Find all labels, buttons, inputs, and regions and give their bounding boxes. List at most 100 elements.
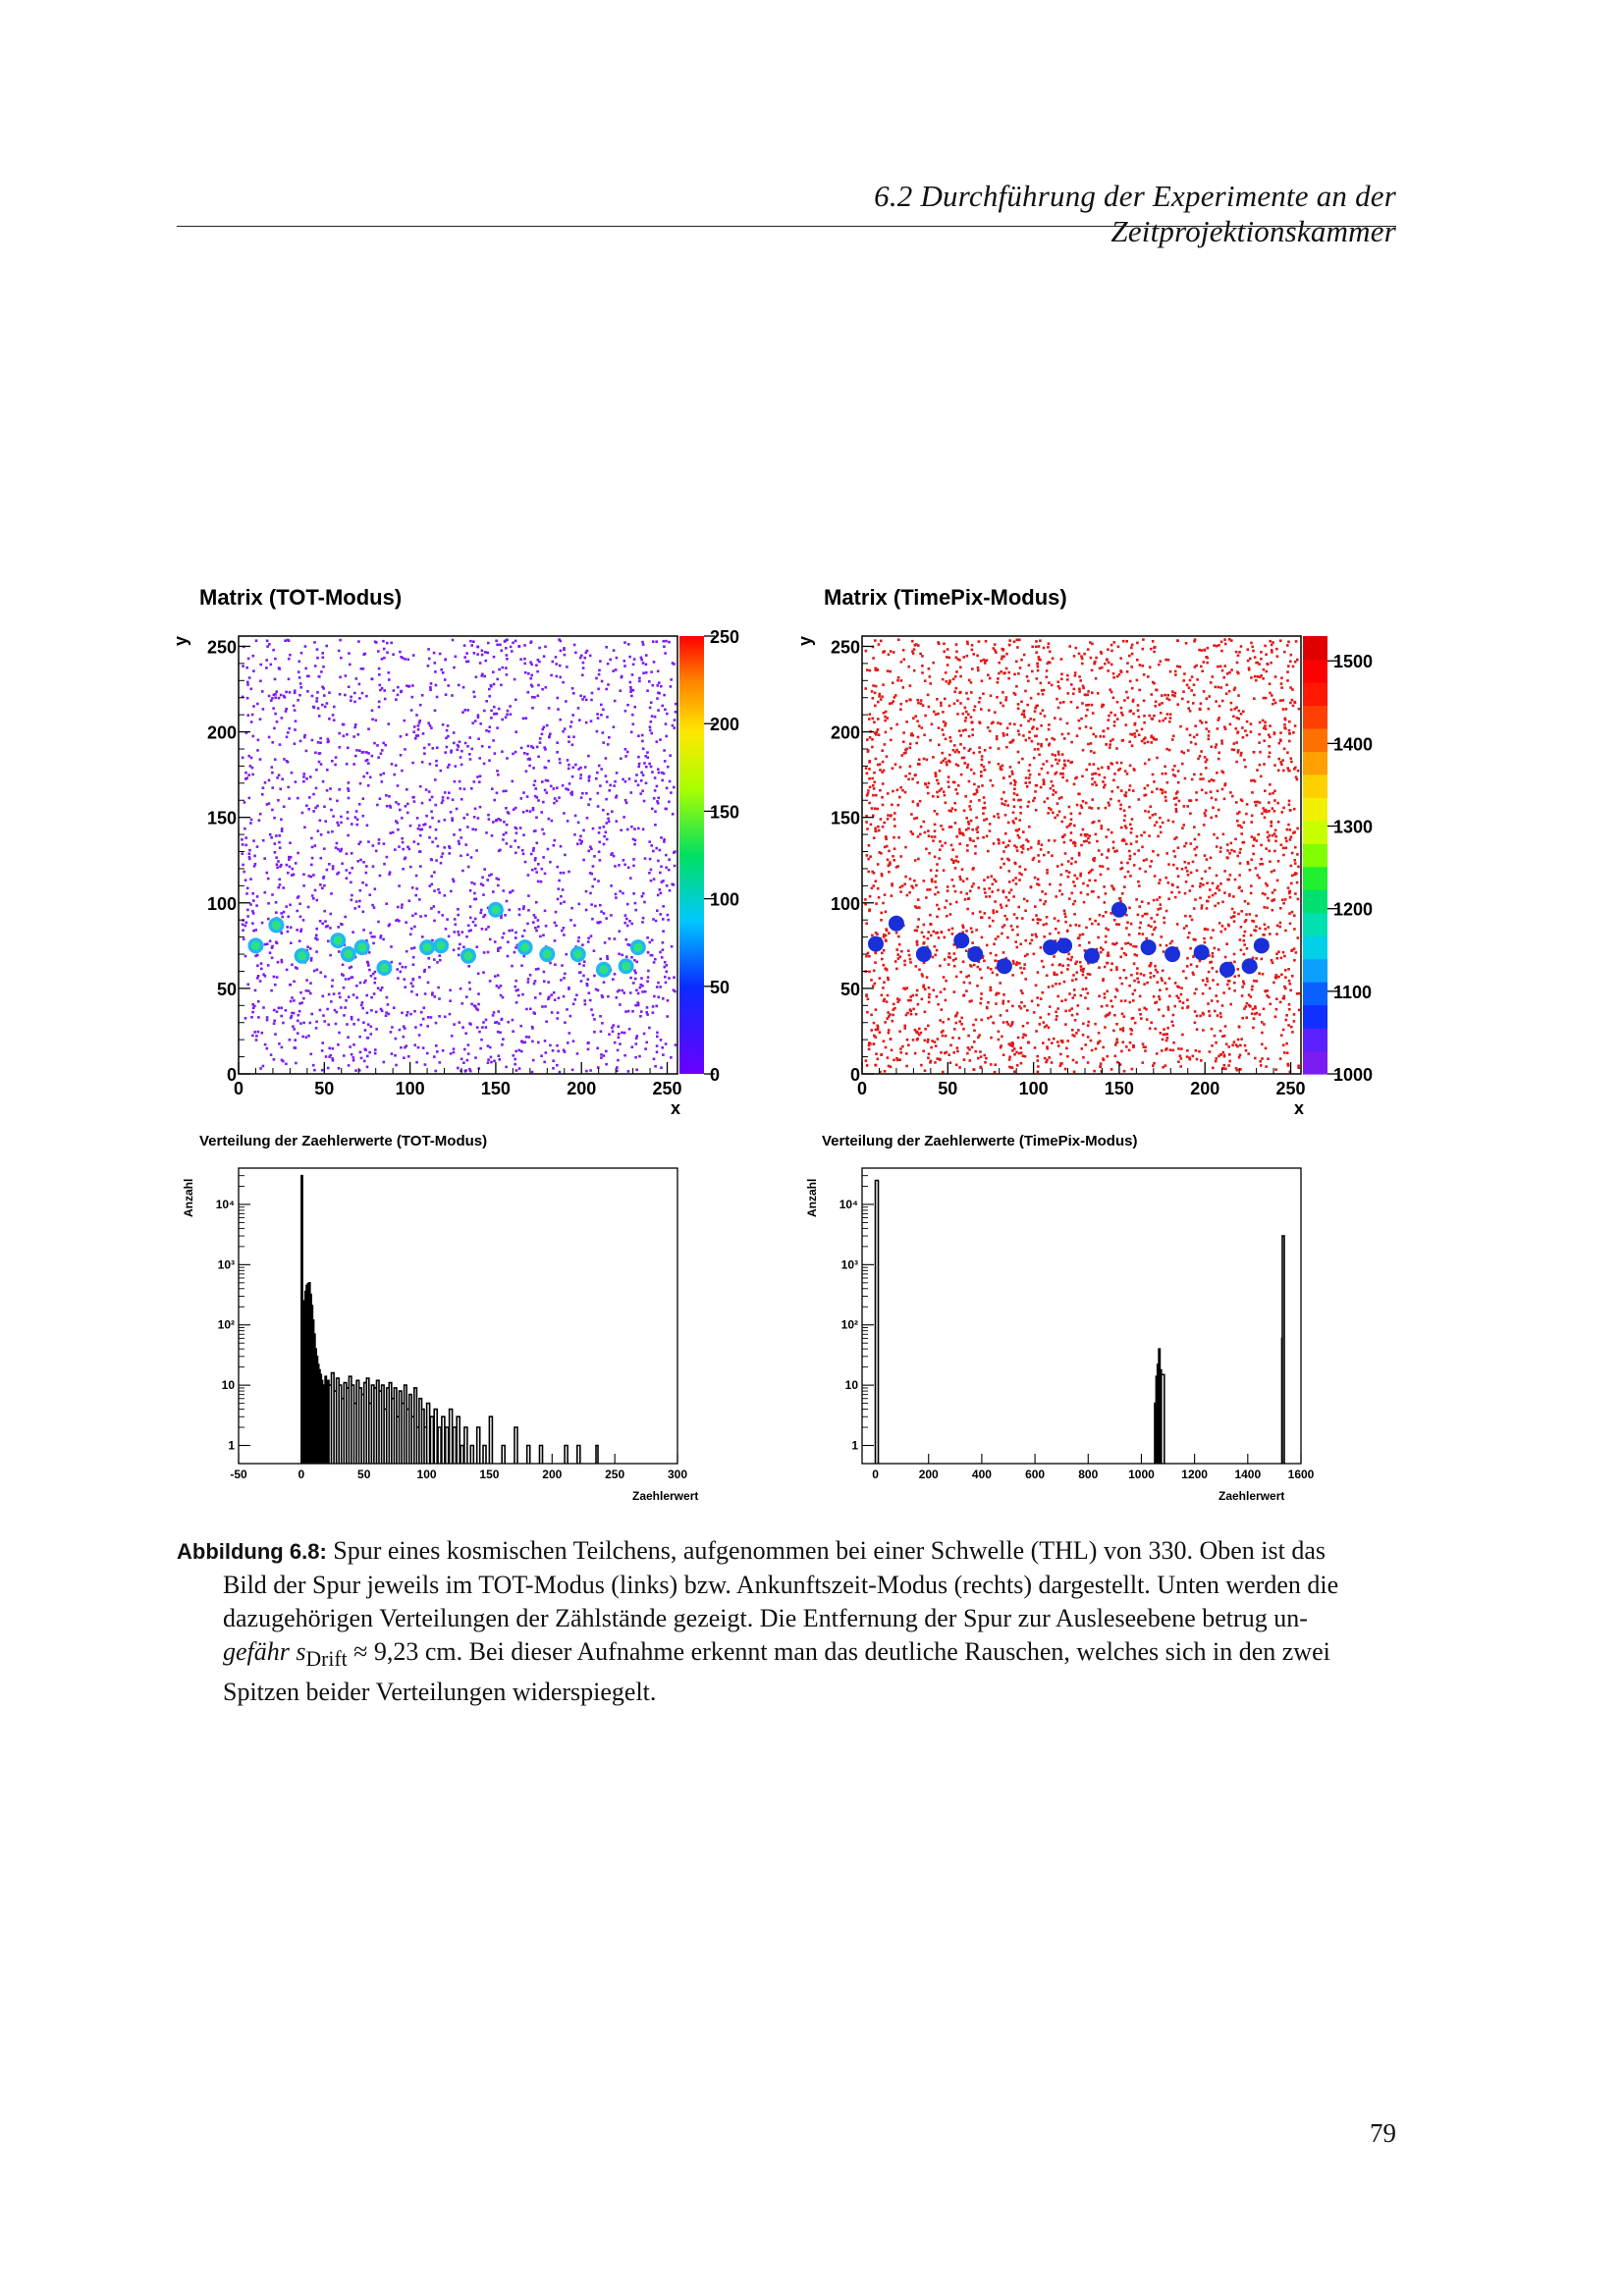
noise-hit [925, 896, 928, 899]
noise-hit [922, 961, 926, 965]
noise-hit [1034, 984, 1038, 988]
noise-hit [382, 842, 386, 845]
noise-hit [579, 980, 583, 983]
noise-hit [1211, 675, 1215, 678]
noise-hit [1180, 750, 1183, 753]
noise-hit [999, 1045, 1002, 1049]
noise-hit [1181, 1001, 1185, 1004]
noise-hit [555, 663, 558, 666]
noise-hit [1293, 862, 1297, 865]
noise-hit [1107, 801, 1110, 805]
noise-hit [1234, 837, 1237, 841]
noise-hit [1086, 892, 1090, 896]
noise-hit [924, 1028, 927, 1031]
noise-hit [911, 832, 914, 835]
noise-hit [989, 746, 992, 750]
noise-hit [923, 1010, 927, 1014]
noise-hit [666, 999, 670, 1002]
noise-hit [331, 979, 334, 982]
noise-hit [630, 826, 633, 828]
noise-hit [641, 892, 645, 895]
noise-hit [1082, 686, 1085, 690]
noise-hit [253, 988, 257, 992]
noise-hit [1156, 981, 1160, 984]
noise-hit [887, 1029, 891, 1032]
noise-hit [649, 879, 653, 882]
noise-hit [383, 697, 387, 701]
noise-hit [935, 948, 939, 952]
noise-hit [1144, 809, 1147, 813]
noise-hit [1123, 699, 1126, 702]
noise-hit [639, 779, 643, 782]
noise-hit [893, 825, 896, 828]
noise-hit [347, 796, 351, 800]
noise-hit [412, 800, 416, 803]
noise-hit [438, 1061, 442, 1064]
noise-hit [1125, 670, 1129, 673]
noise-hit [466, 709, 469, 712]
noise-hit [1258, 675, 1262, 678]
noise-hit [650, 670, 653, 673]
noise-hit [1276, 801, 1279, 805]
noise-hit [1086, 883, 1090, 887]
noise-hit [570, 1068, 574, 1072]
noise-hit [631, 722, 635, 725]
noise-hit [280, 1045, 284, 1049]
noise-hit [1232, 895, 1235, 898]
noise-hit [891, 681, 894, 684]
noise-hit [267, 802, 271, 805]
noise-hit [952, 952, 956, 955]
noise-hit [386, 641, 389, 645]
noise-hit [911, 1039, 915, 1041]
noise-hit [1054, 754, 1056, 757]
noise-hit [523, 752, 526, 755]
noise-hit [324, 925, 328, 929]
noise-hit [1024, 689, 1027, 693]
noise-hit [387, 671, 391, 674]
noise-hit [895, 1056, 898, 1060]
noise-hit [902, 658, 906, 662]
noise-hit [411, 654, 415, 657]
noise-hit [1067, 952, 1070, 956]
noise-hit [956, 699, 959, 702]
noise-hit [356, 733, 360, 736]
noise-hit [1220, 787, 1224, 791]
noise-hit [958, 659, 961, 662]
noise-hit [524, 770, 528, 773]
noise-hit [345, 999, 348, 1002]
noise-hit [1195, 1057, 1199, 1061]
noise-hit [1261, 891, 1265, 895]
noise-hit [1041, 990, 1044, 994]
noise-hit [432, 905, 436, 908]
noise-hit [1251, 645, 1254, 649]
noise-hit [622, 859, 625, 862]
noise-hit [616, 1048, 620, 1052]
noise-hit [1230, 848, 1233, 852]
noise-hit [1205, 758, 1209, 762]
noise-hit [1129, 709, 1133, 713]
noise-hit [307, 875, 311, 878]
noise-hit [1225, 843, 1229, 846]
noise-hit [951, 677, 955, 681]
noise-hit [990, 721, 994, 725]
noise-hit [1285, 839, 1288, 843]
noise-hit [1223, 1025, 1227, 1028]
noise-hit [362, 981, 366, 985]
noise-hit [606, 957, 609, 960]
noise-hit [1073, 1019, 1077, 1022]
noise-hit [287, 871, 290, 875]
noise-hit [605, 780, 609, 783]
noise-hit [874, 931, 878, 934]
noise-hit [386, 1003, 390, 1006]
noise-hit [1050, 683, 1054, 687]
noise-hit [937, 781, 940, 785]
noise-hit [265, 667, 268, 669]
noise-hit [664, 1042, 668, 1045]
noise-hit [1111, 671, 1115, 675]
noise-hit [955, 650, 958, 654]
noise-hit [1128, 740, 1131, 743]
noise-hit [1110, 790, 1113, 793]
noise-hit [904, 845, 907, 849]
noise-hit [552, 787, 556, 790]
noise-hit [412, 946, 416, 949]
